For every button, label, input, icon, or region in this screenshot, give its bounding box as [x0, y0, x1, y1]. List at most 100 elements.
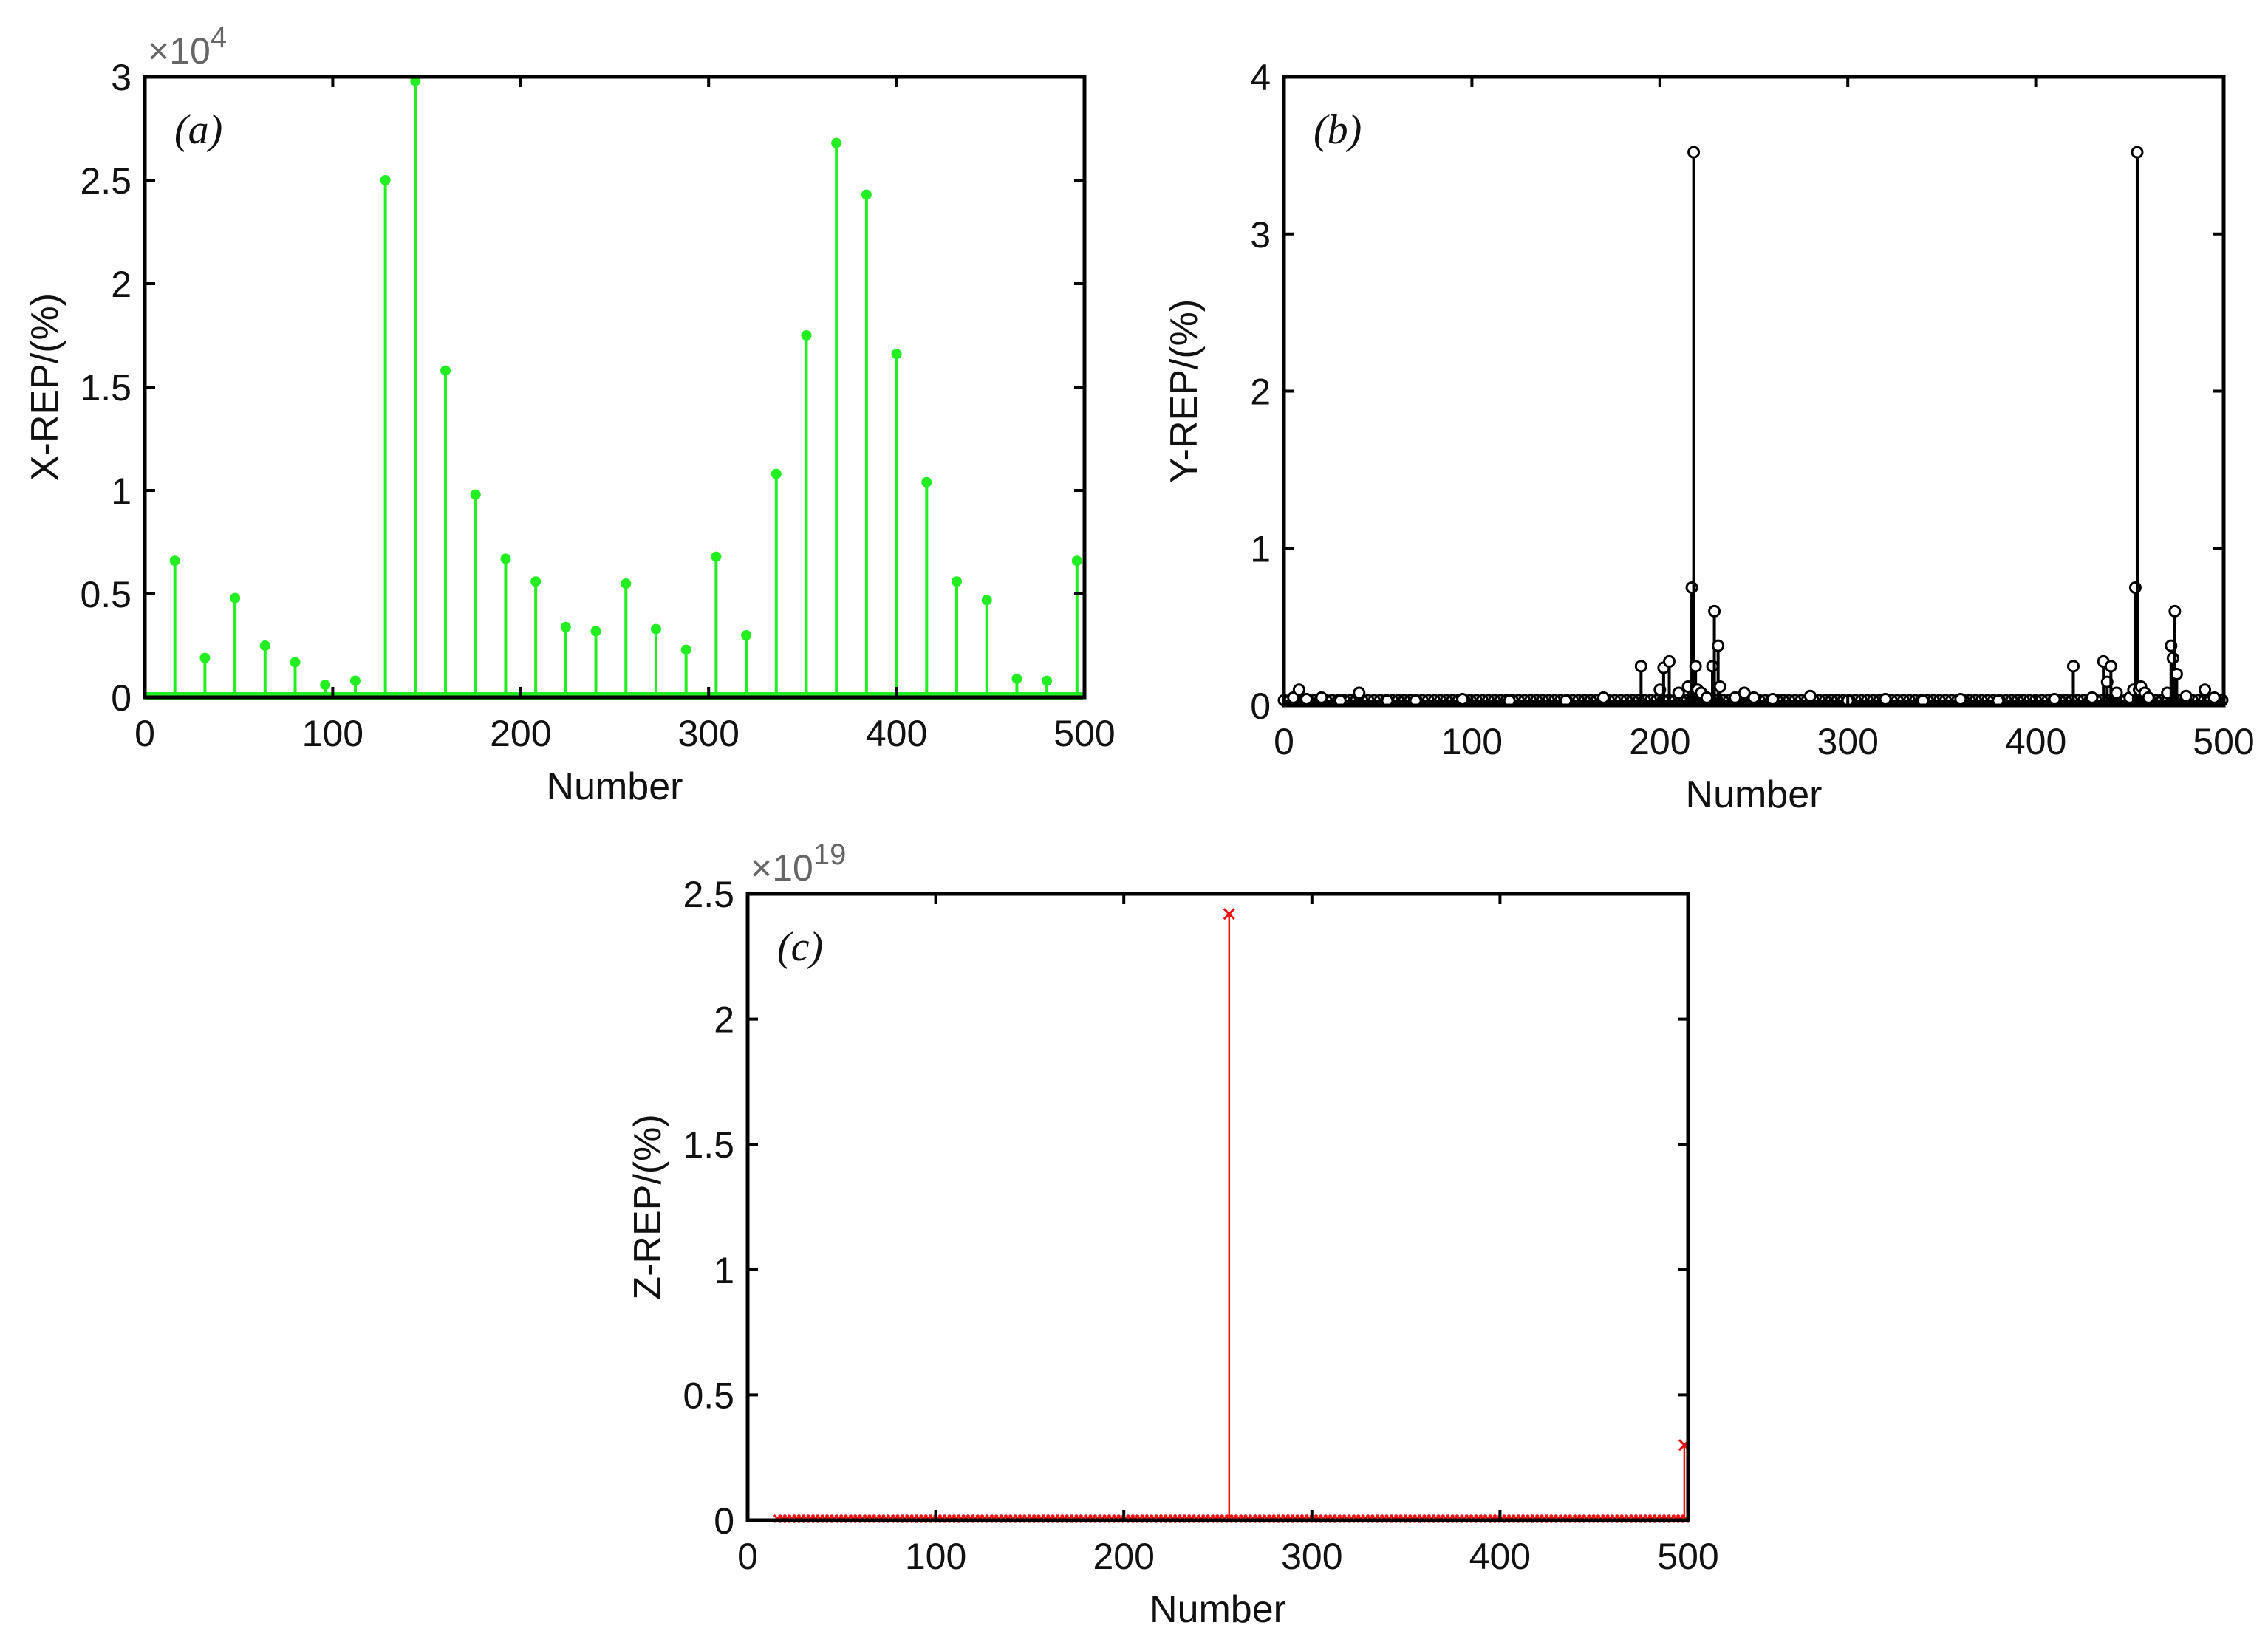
data-point: [380, 175, 391, 697]
stem-marker: [470, 489, 481, 500]
stem-marker: [1456, 692, 1469, 705]
data-point: [440, 365, 451, 697]
y-tick-label: 0: [714, 1500, 734, 1542]
x-tick-label: 200: [490, 713, 551, 754]
stem-marker: [952, 576, 963, 587]
y-axis-label: Y-REP/(%): [1163, 299, 1206, 483]
data-point: [410, 75, 421, 697]
data-point: [2104, 660, 2117, 705]
panel-b: 0 100 200 300 400 500 0 1 2 3 4 Number Y-REP/(%) (b): [1163, 57, 2255, 816]
data-point: [1738, 686, 1751, 705]
stem-marker: [380, 175, 391, 185]
axes-box: [143, 75, 1087, 700]
stem-marker: [1713, 680, 1726, 693]
x-tick-label: 0: [134, 713, 155, 754]
stem-marker: [741, 630, 752, 640]
x-tick-label: 0: [1274, 721, 1294, 762]
stem-marker: [1954, 692, 1967, 705]
stem-marker: [1708, 604, 1721, 618]
data-point: [2199, 683, 2212, 705]
panel-c: 0 100 200 300 400 500 0 0.5 1 1.5 2 2.5 Number Z-REP/…: [626, 838, 1719, 1631]
stem-marker: [650, 623, 661, 635]
y-tick-label: 2: [111, 264, 131, 305]
data-point: [741, 630, 752, 697]
stem-marker: [590, 626, 601, 637]
data-point: [290, 657, 301, 697]
panel-label: (c): [777, 924, 823, 970]
y-tick-label: 0: [111, 677, 131, 719]
axis-exponent-base: ×10: [751, 847, 813, 889]
stem-marker: [1689, 660, 1702, 673]
data-point: [921, 476, 932, 697]
y-tick-label: 1.5: [80, 367, 131, 408]
stem-marker: [2131, 146, 2144, 159]
stem-marker: [831, 137, 842, 148]
x-tick-label: 400: [1469, 1536, 1531, 1577]
panel-label: (b): [1314, 107, 1362, 153]
stem-marker: [1011, 673, 1022, 684]
axis-exponent: ×1019: [751, 838, 846, 889]
stem-marker: [621, 578, 632, 589]
data-point: [259, 640, 270, 697]
y-tick-label: 1: [714, 1250, 734, 1291]
stem-marker: [1042, 675, 1053, 686]
data-point: [1634, 660, 1647, 705]
stem-marker: [1738, 686, 1751, 700]
axis-exponent: ×104: [148, 21, 227, 72]
data-point: [1712, 639, 1725, 705]
data-point: [711, 551, 722, 697]
stem-marker: [1803, 689, 1817, 702]
stem-marker: [1766, 692, 1779, 705]
data-point: [2170, 667, 2183, 705]
axes-box: [1282, 75, 2226, 708]
data-point: [1708, 604, 1721, 705]
stem-marker: [801, 330, 812, 341]
stem-marker: [1685, 581, 1698, 594]
x-axis-label: Number: [1150, 1588, 1286, 1631]
stem-marker: [560, 621, 571, 632]
y-tick-label: 2.5: [683, 874, 734, 915]
y-tick-label: 2: [1250, 372, 1271, 413]
data-point: [680, 644, 691, 697]
stem-marker: [1634, 660, 1647, 673]
x-axis-label: Number: [1686, 773, 1823, 816]
stem-marker: [349, 675, 361, 686]
x-tick-label: 200: [1093, 1536, 1154, 1577]
stem-marker: [1292, 683, 1305, 697]
data-point: [2207, 691, 2221, 705]
data-point: [831, 137, 842, 697]
data-point: [621, 578, 632, 697]
x-tick-label: 100: [905, 1536, 966, 1577]
data-point: [2131, 146, 2144, 705]
y-tick-label: 1.5: [683, 1124, 734, 1166]
x-tick-label: 300: [1817, 721, 1878, 762]
panel-a: 0 100 200 300 400 500 0 0.5 1 1.5 2 2.5 3 Number X-REP…: [24, 21, 1116, 808]
stem-marker: [2048, 692, 2061, 705]
stem-marker: [1747, 691, 1760, 704]
data-point: [1672, 686, 1685, 705]
y-tick-label: 2: [714, 999, 734, 1041]
stem-marker: [1353, 686, 1366, 700]
y-axis-label: X-REP/(%): [24, 293, 66, 481]
y-tick-label: 1: [111, 471, 131, 512]
data-point: [590, 626, 601, 697]
stem-marker: [2104, 660, 2117, 673]
data-point: [169, 555, 180, 697]
panel-label: (a): [174, 107, 222, 153]
stem-marker: [2142, 691, 2155, 704]
y-axis-label: Z-REP/(%): [626, 1114, 669, 1299]
x-tick-label: 300: [1281, 1536, 1342, 1577]
data-point: [560, 621, 571, 697]
stem-marker: [1663, 654, 1676, 668]
x-tick-label: 500: [1657, 1536, 1718, 1577]
data-point: [650, 623, 661, 697]
data-point: [1663, 654, 1676, 705]
stem-marker: [2066, 660, 2080, 673]
data-point: [2066, 660, 2080, 705]
data-point: [1223, 908, 1235, 1520]
stem-marker: [2170, 667, 2183, 680]
stem-marker: [1712, 639, 1725, 652]
stem-marker: [1729, 691, 1742, 704]
stem-marker: [891, 349, 902, 360]
